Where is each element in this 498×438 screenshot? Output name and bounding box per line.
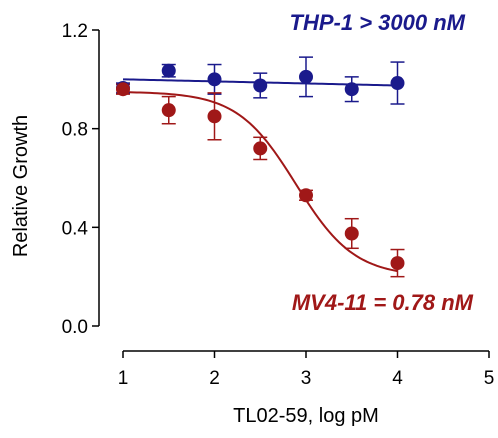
mv411-data-point xyxy=(161,103,176,118)
x-tick-label: 4 xyxy=(392,368,403,389)
mv411-data-point xyxy=(299,188,313,203)
thp1-data-point xyxy=(207,72,222,87)
mv411-data-point xyxy=(116,82,130,97)
x-tick-label: 5 xyxy=(484,368,495,389)
x-ticks: 1 2 3 4 5 xyxy=(118,351,495,389)
thp1-data-point xyxy=(161,63,176,78)
y-ticks: 0.0 0.4 0.8 1.2 xyxy=(62,21,99,338)
thp1-data-point xyxy=(299,69,313,84)
y-tick-label: 0.0 xyxy=(62,317,88,338)
x-tick-label: 2 xyxy=(209,368,220,389)
thp1-data-point xyxy=(390,76,405,91)
x-tick-label: 3 xyxy=(301,368,312,389)
mv411-data-point xyxy=(390,256,405,271)
mv411-data-point xyxy=(344,226,359,241)
mv411-data-point xyxy=(207,109,222,124)
thp1-data-point xyxy=(344,82,359,97)
thp1-annotation: THP-1 > 3000 nM xyxy=(290,10,466,35)
y-axis-title: Relative Growth xyxy=(10,115,32,257)
y-tick-label: 0.4 xyxy=(62,218,89,239)
mv411-data-point xyxy=(253,141,268,156)
mv411-fit-curve xyxy=(122,91,398,273)
x-axis-title: TL02-59, log pM xyxy=(233,405,379,427)
x-tick-label: 1 xyxy=(118,368,129,389)
mv411-annotation: MV4-11 = 0.78 nM xyxy=(292,290,474,315)
y-tick-label: 1.2 xyxy=(62,21,88,42)
data-points xyxy=(116,63,405,271)
y-tick-label: 0.8 xyxy=(62,120,88,141)
thp1-data-point xyxy=(253,78,268,93)
